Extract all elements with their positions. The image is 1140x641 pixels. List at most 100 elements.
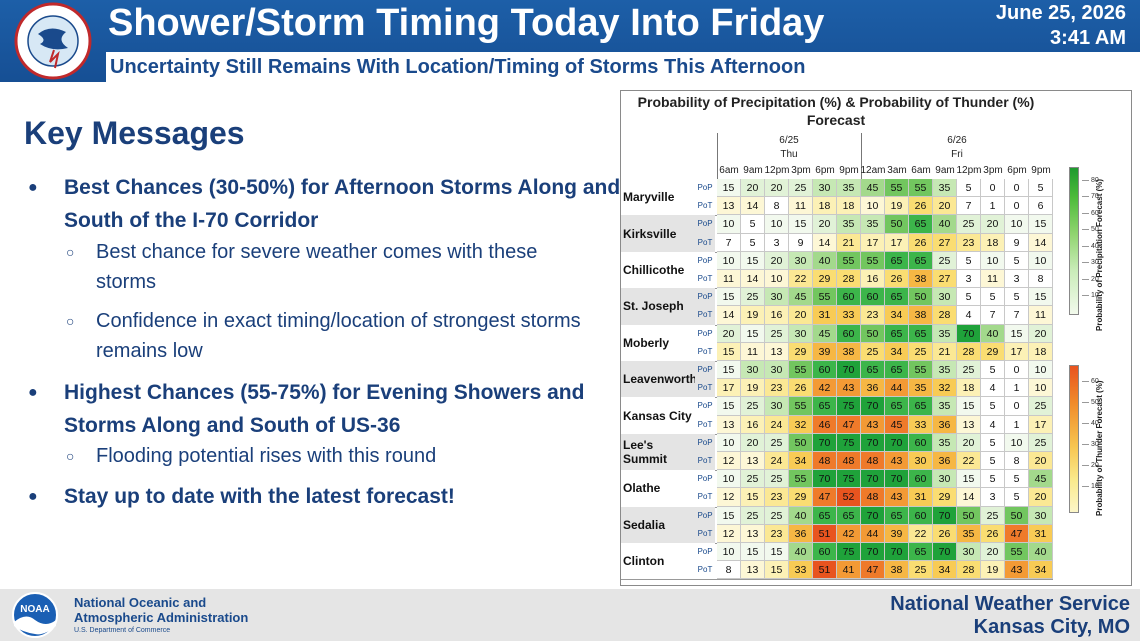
pot-cell: 10	[765, 270, 789, 289]
pop-cell: 20	[813, 215, 837, 234]
location-label: Olathe	[621, 470, 695, 507]
location-label: Chillicothe	[621, 251, 695, 289]
pop-cell: 55	[909, 361, 933, 380]
pop-cell: 15	[741, 324, 765, 343]
pot-cell: 22	[789, 270, 813, 289]
pop-cell: 60	[837, 324, 861, 343]
pot-row-label: PoT	[695, 415, 715, 434]
location-label: Kansas City	[621, 397, 695, 434]
bullet-afternoon-storms: ● Best Chances (30-50%) for Afternoon St…	[28, 171, 620, 237]
pot-cell: 22	[957, 452, 981, 471]
pop-cell: 55	[789, 361, 813, 380]
pop-row-label: PoP	[695, 361, 715, 380]
pop-cell: 65	[885, 397, 909, 416]
pot-cell: 29	[813, 270, 837, 289]
pot-cell: 36	[861, 379, 885, 398]
pop-cell: 10	[1029, 361, 1053, 380]
pop-cell: 30	[813, 179, 837, 198]
pop-cell: 15	[741, 251, 765, 270]
pop-cell: 10	[765, 215, 789, 234]
pot-cell: 19	[741, 306, 765, 325]
pot-cell: 17	[885, 233, 909, 252]
pop-cell: 10	[717, 251, 741, 270]
pop-cell: 30	[957, 543, 981, 562]
pop-cell: 15	[1029, 215, 1053, 234]
pop-cell: 70	[861, 543, 885, 562]
pot-cell: 31	[1029, 524, 1053, 543]
pot-cell: 21	[837, 233, 861, 252]
pot-cell: 7	[717, 233, 741, 252]
pop-cell: 65	[813, 506, 837, 525]
pop-cell: 25	[981, 506, 1005, 525]
pot-cell: 26	[909, 197, 933, 216]
pot-cell: 13	[741, 524, 765, 543]
legend-tick-label: — 80	[1082, 176, 1099, 184]
pot-cell: 13	[765, 342, 789, 361]
pot-cell: 18	[813, 197, 837, 216]
pop-cell: 40	[789, 506, 813, 525]
pot-cell: 26	[885, 270, 909, 289]
pop-cell: 50	[1005, 506, 1029, 525]
pop-cell: 30	[741, 361, 765, 380]
pop-cell: 70	[933, 543, 957, 562]
pot-cell: 47	[1005, 524, 1029, 543]
pop-cell: 5	[957, 179, 981, 198]
pot-cell: 4	[981, 415, 1005, 434]
pop-cell: 20	[765, 179, 789, 198]
pot-cell: 11	[981, 270, 1005, 289]
pot-cell: 26	[933, 524, 957, 543]
pot-cell: 38	[909, 270, 933, 289]
pop-cell: 15	[717, 288, 741, 307]
pop-cell: 5	[1005, 288, 1029, 307]
pot-cell: 18	[957, 379, 981, 398]
pop-cell: 60	[909, 433, 933, 452]
pop-cell: 70	[861, 397, 885, 416]
pot-cell: 10	[1029, 379, 1053, 398]
pop-cell: 5	[957, 251, 981, 270]
pop-cell: 25	[789, 179, 813, 198]
pot-row-label: PoT	[695, 270, 715, 289]
pop-cell: 65	[885, 506, 909, 525]
pot-cell: 32	[933, 379, 957, 398]
pop-cell: 20	[765, 251, 789, 270]
pop-cell: 25	[933, 251, 957, 270]
location-label: Lee's Summit	[621, 433, 695, 471]
pop-cell: 40	[1029, 543, 1053, 562]
pot-cell: 23	[765, 524, 789, 543]
pot-cell: 1	[1005, 379, 1029, 398]
chart-title-line1: Probability of Precipitation (%) & Proba…	[637, 94, 1035, 110]
precip-thunder-table: Probability of Precipitation (%) & Proba…	[620, 90, 1132, 586]
pot-cell: 27	[933, 233, 957, 252]
pot-cell: 7	[1005, 306, 1029, 325]
pop-cell: 5	[981, 433, 1005, 452]
pop-cell: 35	[837, 179, 861, 198]
pop-cell: 5	[981, 470, 1005, 489]
pot-cell: 13	[717, 197, 741, 216]
pop-cell: 60	[813, 361, 837, 380]
pop-cell: 35	[933, 179, 957, 198]
pop-cell: 65	[909, 397, 933, 416]
pop-cell: 20	[981, 543, 1005, 562]
pot-cell: 36	[933, 452, 957, 471]
pop-cell: 50	[861, 324, 885, 343]
pop-cell: 20	[981, 215, 1005, 234]
time-header: 9pm	[1031, 165, 1051, 176]
pop-cell: 55	[837, 251, 861, 270]
pop-cell: 60	[861, 288, 885, 307]
pop-row-label: PoP	[695, 179, 715, 198]
pot-cell: 19	[885, 197, 909, 216]
pop-cell: 30	[765, 361, 789, 380]
pop-cell: 65	[837, 506, 861, 525]
pot-cell: 8	[1005, 452, 1029, 471]
pot-cell: 25	[861, 342, 885, 361]
pot-cell: 3	[981, 488, 1005, 507]
pop-cell: 65	[885, 361, 909, 380]
pot-cell: 52	[837, 488, 861, 507]
pot-cell: 25	[909, 342, 933, 361]
location-label: Kirksville	[621, 215, 695, 252]
pot-cell: 15	[717, 342, 741, 361]
pop-cell: 50	[885, 215, 909, 234]
pop-cell: 15	[717, 361, 741, 380]
pop-legend-bar	[1069, 167, 1079, 315]
legend-tick-label: — 30	[1082, 441, 1099, 449]
